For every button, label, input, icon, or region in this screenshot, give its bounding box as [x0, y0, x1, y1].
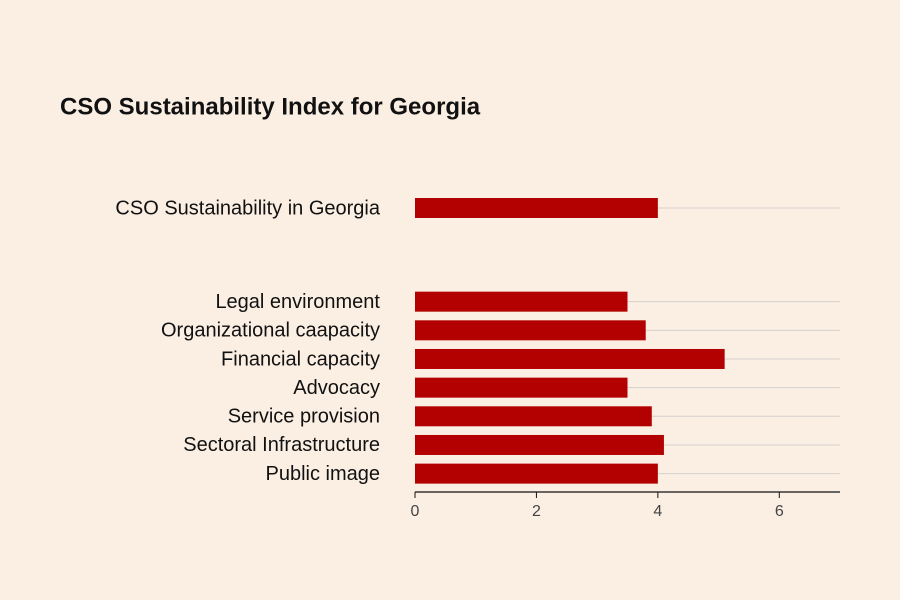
bar — [415, 291, 628, 312]
y-tick-label: Organizational caapacity — [161, 320, 380, 342]
chart-title: CSO Sustainability Index for Georgia — [60, 93, 481, 120]
y-tick-label: Financial capacity — [221, 348, 380, 370]
x-tick-label: 2 — [532, 503, 541, 520]
x-tick-label: 6 — [775, 503, 784, 520]
y-tick-label: Sectoral Infrastructure — [183, 434, 380, 456]
x-tick-label: 0 — [411, 503, 420, 520]
y-tick-label: Service provision — [228, 406, 380, 428]
bar — [415, 377, 628, 398]
bar — [415, 348, 725, 369]
bar — [415, 463, 658, 484]
bar — [415, 406, 652, 427]
bar — [415, 434, 664, 455]
bar — [415, 320, 646, 341]
y-tick-label: Public image — [265, 463, 380, 485]
y-tick-label: Legal environment — [215, 291, 380, 313]
y-tick-label: CSO Sustainability in Georgia — [115, 197, 380, 219]
bar — [415, 198, 658, 218]
x-tick-label: 4 — [653, 503, 662, 520]
y-tick-label: Advocacy — [293, 377, 380, 399]
